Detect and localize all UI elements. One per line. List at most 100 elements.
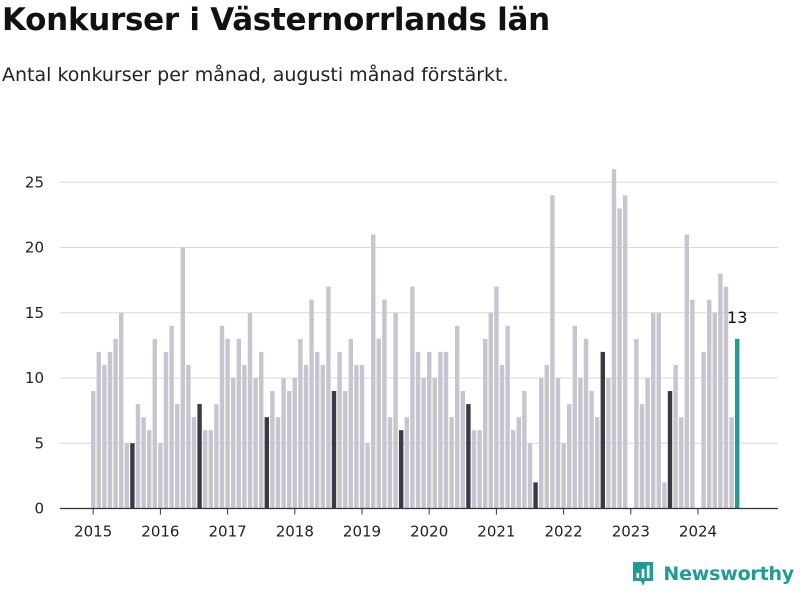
- x-tick-label: 2016: [141, 523, 179, 541]
- bar: [242, 364, 247, 509]
- bar: [191, 417, 197, 509]
- bar: [410, 286, 415, 509]
- bar: [707, 299, 712, 509]
- bar: [124, 443, 129, 509]
- bar: [578, 378, 583, 509]
- bar: [326, 286, 331, 509]
- chart-subtitle: Antal konkurser per månad, augusti månad…: [2, 64, 509, 86]
- bar: [634, 338, 639, 509]
- bar: [219, 325, 225, 509]
- bar: [415, 351, 421, 509]
- bar-latest: [735, 338, 740, 509]
- bar: [460, 391, 465, 509]
- bar: [107, 351, 113, 509]
- bar: [623, 195, 628, 509]
- bar: [712, 312, 717, 509]
- bar: [639, 404, 645, 509]
- bar: [539, 378, 544, 509]
- x-tick-label: 2020: [410, 523, 448, 541]
- bar: [365, 443, 370, 509]
- bar: [270, 391, 275, 509]
- bar-august: [667, 391, 673, 509]
- x-tick-label: 2021: [477, 523, 515, 541]
- newsworthy-logo-icon: [633, 562, 654, 586]
- bar: [309, 299, 314, 509]
- bar-august: [399, 430, 404, 509]
- bar: [690, 299, 695, 509]
- bar: [729, 417, 734, 509]
- bar: [253, 378, 258, 509]
- brand-name: Newsworthy: [663, 563, 794, 585]
- bar: [382, 299, 387, 509]
- bar: [163, 351, 169, 509]
- bar: [701, 351, 706, 509]
- y-tick-label: 10: [25, 369, 44, 387]
- bar: [572, 325, 577, 509]
- y-tick-label: 0: [34, 500, 44, 518]
- bar: [96, 351, 101, 509]
- bar-august: [466, 404, 471, 509]
- bar: [522, 391, 527, 509]
- x-tick-label: 2019: [343, 523, 381, 541]
- bar: [186, 364, 191, 509]
- bar: [583, 338, 589, 509]
- bar: [679, 417, 684, 509]
- bar: [169, 325, 174, 509]
- bar: [723, 286, 729, 509]
- x-axis-ticks: 2015 2016 2017 2018 2019 2020 2021 2022 2023 2024: [74, 508, 717, 541]
- bar: [651, 312, 656, 509]
- annotations: 13: [727, 308, 747, 327]
- bar: [527, 443, 533, 509]
- y-tick-label: 5: [34, 434, 44, 452]
- brand-logo: Newsworthy: [631, 560, 794, 588]
- bar: [225, 338, 230, 509]
- bar: [421, 378, 426, 509]
- bar: [135, 404, 141, 509]
- bar: [427, 351, 432, 509]
- bar: [611, 169, 617, 509]
- bar: [315, 351, 320, 509]
- bar: [449, 417, 454, 509]
- bar: [359, 364, 365, 509]
- bar: [259, 351, 264, 509]
- x-tick-label: 2018: [276, 523, 314, 541]
- bar: [617, 208, 622, 509]
- bar: [180, 247, 185, 509]
- bar: [483, 338, 488, 509]
- bar: [320, 364, 325, 509]
- bar: [387, 417, 393, 509]
- bar: [119, 312, 124, 509]
- x-tick-label: 2022: [545, 523, 583, 541]
- bar: [645, 378, 650, 509]
- bar: [550, 195, 555, 509]
- bar: [555, 378, 561, 509]
- y-tick-label: 25: [25, 173, 44, 191]
- bar: [214, 404, 219, 509]
- bar: [432, 378, 437, 509]
- bar: [141, 417, 146, 509]
- bar: [337, 351, 342, 509]
- bar: [662, 482, 667, 509]
- bar: [684, 234, 689, 509]
- bar: [247, 312, 253, 509]
- bar: [292, 378, 297, 509]
- bar: [673, 364, 678, 509]
- bar: [499, 364, 505, 509]
- x-tick-label: 2017: [209, 523, 247, 541]
- bar: [561, 443, 566, 509]
- bar: [393, 312, 398, 509]
- bar-august: [331, 391, 337, 509]
- chart-title: Konkurser i Västernorrlands län: [2, 2, 550, 38]
- bar: [505, 325, 510, 509]
- bar: [656, 312, 661, 509]
- bar: [152, 338, 157, 509]
- bar-august: [197, 404, 202, 509]
- y-tick-label: 15: [25, 304, 44, 322]
- bar: [606, 378, 611, 509]
- bar: [298, 338, 303, 509]
- bar-august: [130, 443, 135, 509]
- bar: [175, 404, 180, 509]
- bars: [91, 169, 740, 509]
- bar: [471, 430, 477, 509]
- bar: [371, 234, 376, 509]
